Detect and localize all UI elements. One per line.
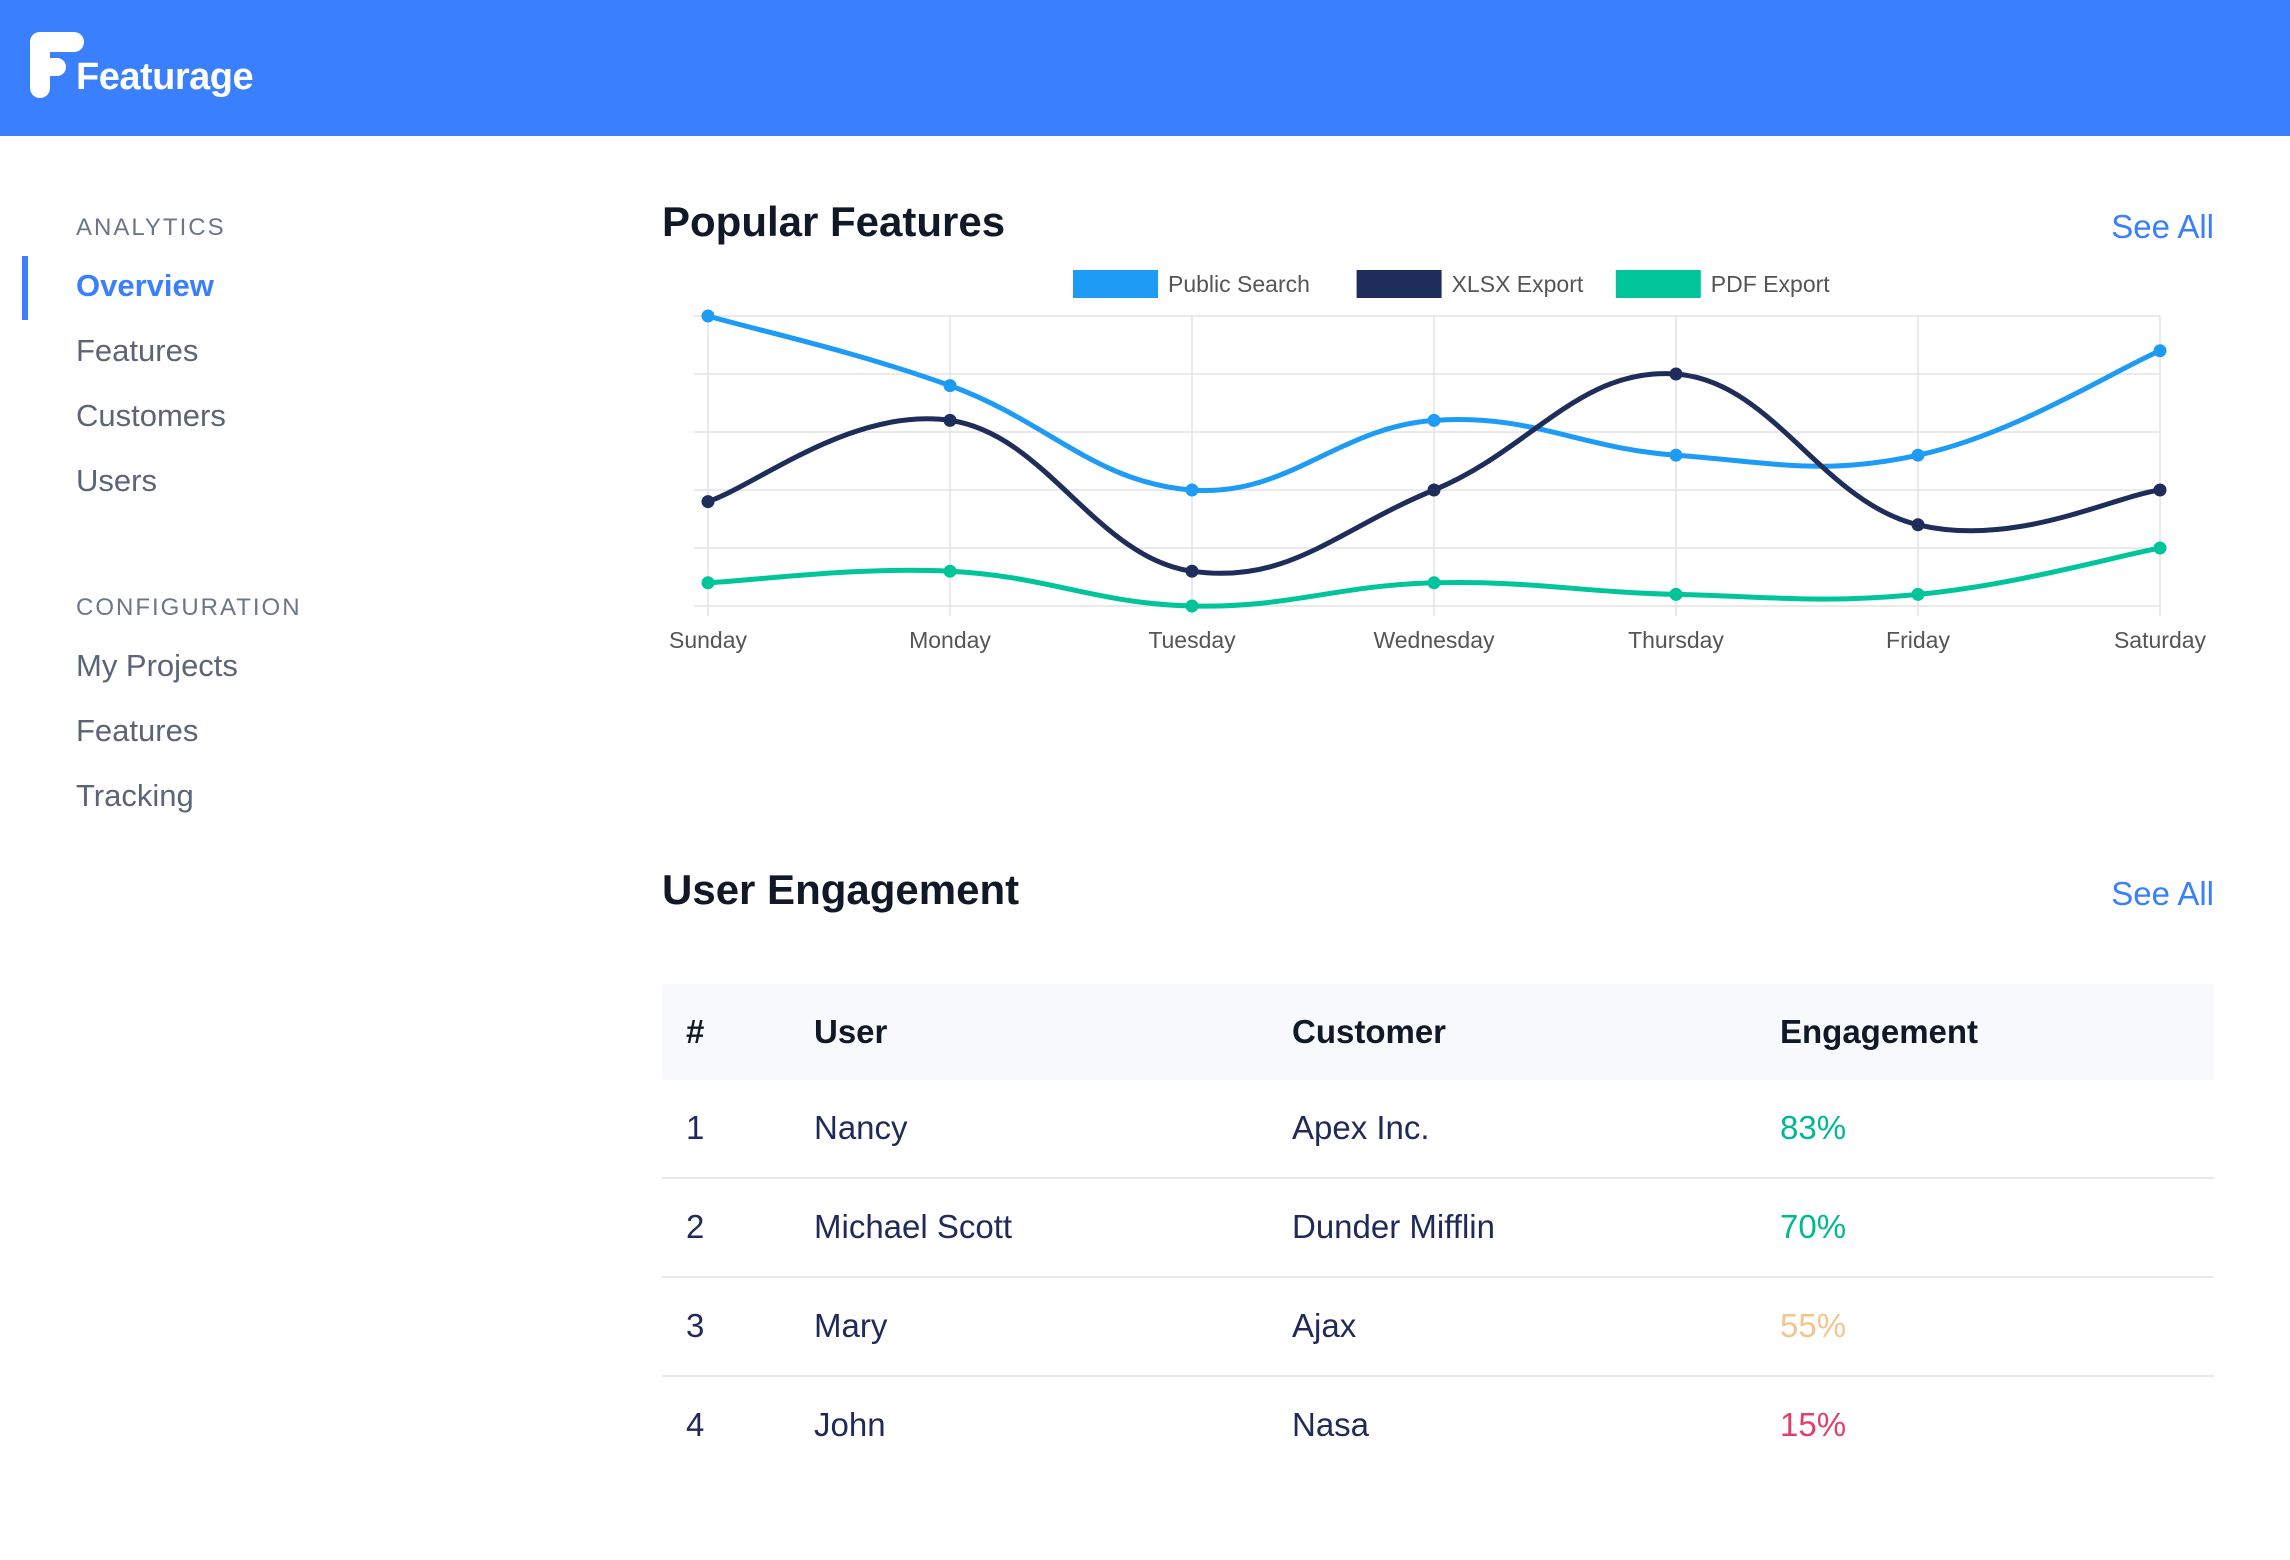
- table-header: # User Customer Engagement: [662, 984, 2214, 1080]
- app-name: Featurage: [76, 56, 254, 98]
- row-customer: Apex Inc.: [1292, 1109, 1430, 1146]
- sidebar-heading-analytics: ANALYTICS: [76, 214, 226, 241]
- sidebar-item-customers[interactable]: Customers: [76, 398, 226, 433]
- popular-features-title: Popular Features: [662, 198, 1006, 245]
- x-tick-label: Saturday: [2114, 627, 2207, 653]
- row-user: Nancy: [814, 1109, 908, 1146]
- row-engagement: 70%: [1780, 1208, 1847, 1245]
- row-engagement: 83%: [1780, 1109, 1847, 1146]
- column-header-engagement: Engagement: [1780, 1013, 1979, 1050]
- row-number: 1: [686, 1109, 705, 1146]
- data-point: [1427, 483, 1441, 497]
- data-point: [701, 576, 715, 590]
- row-engagement: 15%: [1780, 1406, 1847, 1443]
- column-header-customer: Customer: [1292, 1013, 1447, 1050]
- data-point: [1185, 599, 1199, 613]
- row-user: Mary: [814, 1307, 888, 1344]
- x-tick-label: Thursday: [1628, 627, 1724, 653]
- data-point: [1427, 413, 1441, 427]
- data-point: [943, 379, 957, 393]
- top-bar: Featurage: [0, 0, 2290, 136]
- row-user: Michael Scott: [814, 1208, 1013, 1245]
- legend-swatch: [1615, 270, 1701, 298]
- data-point: [1185, 483, 1199, 497]
- table-row[interactable]: 2 Michael Scott Dunder Mifflin 70%: [662, 1179, 2214, 1278]
- row-customer: Ajax: [1292, 1307, 1357, 1344]
- row-customer: Nasa: [1292, 1406, 1370, 1443]
- x-tick-label: Monday: [909, 627, 991, 653]
- user-engagement-title: User Engagement: [662, 866, 1020, 913]
- row-number: 3: [686, 1307, 705, 1344]
- x-tick-label: Sunday: [669, 627, 748, 653]
- sidebar-item-overview[interactable]: Overview: [76, 268, 214, 303]
- legend-label: Public Search: [1168, 271, 1310, 297]
- table-row[interactable]: 1 Nancy Apex Inc. 83%: [662, 1080, 2214, 1179]
- row-number: 2: [686, 1208, 705, 1245]
- engagement-see-all-link[interactable]: See All: [2111, 875, 2214, 912]
- sidebar-heading-configuration: CONFIGURATION: [76, 594, 302, 621]
- data-point: [2153, 541, 2167, 555]
- data-point: [943, 413, 957, 427]
- data-point: [701, 495, 715, 509]
- data-point: [2153, 483, 2167, 497]
- data-point: [2153, 344, 2167, 358]
- row-customer: Dunder Mifflin: [1292, 1208, 1495, 1245]
- x-tick-label: Wednesday: [1373, 627, 1495, 653]
- legend-swatch: [1073, 270, 1158, 298]
- sidebar-item-users[interactable]: Users: [76, 463, 157, 498]
- data-point: [1669, 367, 1683, 381]
- data-point: [1669, 448, 1683, 462]
- data-point: [943, 564, 957, 578]
- engagement-table: # User Customer Engagement 1 Nancy Apex …: [662, 984, 2214, 1474]
- table-row[interactable]: 4 John Nasa 15%: [662, 1377, 2214, 1474]
- logo-mark-icon: [30, 32, 84, 98]
- data-point: [1669, 587, 1683, 601]
- popular-features-chart: Sunday Monday Tuesday Wednesday Thursday Frid…: [669, 270, 2207, 653]
- data-point: [1911, 587, 1925, 601]
- active-indicator: [22, 256, 28, 320]
- row-engagement: 55%: [1780, 1307, 1847, 1344]
- legend-label: PDF Export: [1711, 271, 1830, 297]
- sidebar-item-tracking[interactable]: Tracking: [76, 778, 194, 813]
- data-point: [1185, 564, 1199, 578]
- column-header-number: #: [686, 1013, 705, 1050]
- data-point: [701, 309, 715, 323]
- column-header-user: User: [814, 1013, 888, 1050]
- sidebar-item-my-projects[interactable]: My Projects: [76, 648, 238, 683]
- x-tick-label: Tuesday: [1148, 627, 1236, 653]
- sidebar-item-config-features[interactable]: Features: [76, 713, 199, 748]
- table-row[interactable]: 3 Mary Ajax 55%: [662, 1278, 2214, 1377]
- legend-label: XLSX Export: [1452, 271, 1584, 297]
- popular-see-all-link[interactable]: See All: [2111, 208, 2214, 245]
- data-point: [1911, 448, 1925, 462]
- x-tick-label: Friday: [1886, 627, 1950, 653]
- sidebar-item-features[interactable]: Features: [76, 333, 199, 368]
- legend-swatch: [1356, 270, 1442, 298]
- data-point: [1911, 518, 1925, 532]
- row-number: 4: [686, 1406, 705, 1443]
- data-point: [1427, 576, 1441, 590]
- row-user: John: [814, 1406, 886, 1443]
